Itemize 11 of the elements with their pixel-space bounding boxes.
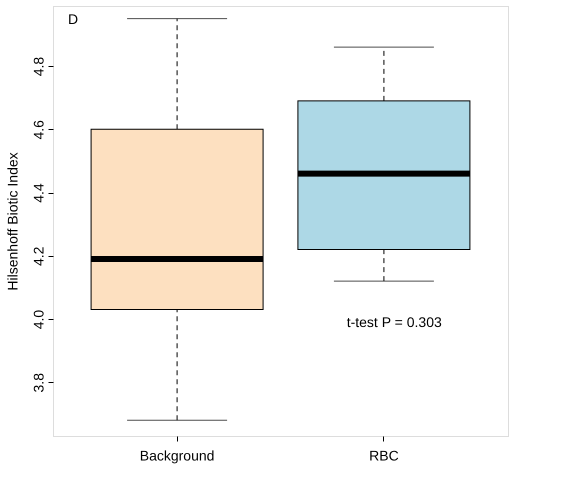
annotation: D [68, 11, 78, 27]
y-tick-label: 3.8 [30, 372, 46, 392]
y-tick-label: 4.0 [30, 310, 46, 330]
y-tick-label: 4.2 [30, 246, 46, 266]
x-tick-label: Background [140, 448, 214, 464]
y-tick-label: 4.4 [30, 183, 46, 203]
y-tick-label: 4.6 [30, 120, 46, 140]
x-tick-label: RBC [369, 448, 399, 464]
y-axis-title: Hilsenhoff Biotic Index [4, 152, 20, 291]
annotation: t-test P = 0.303 [346, 314, 442, 330]
y-tick-label: 4.8 [30, 56, 46, 76]
